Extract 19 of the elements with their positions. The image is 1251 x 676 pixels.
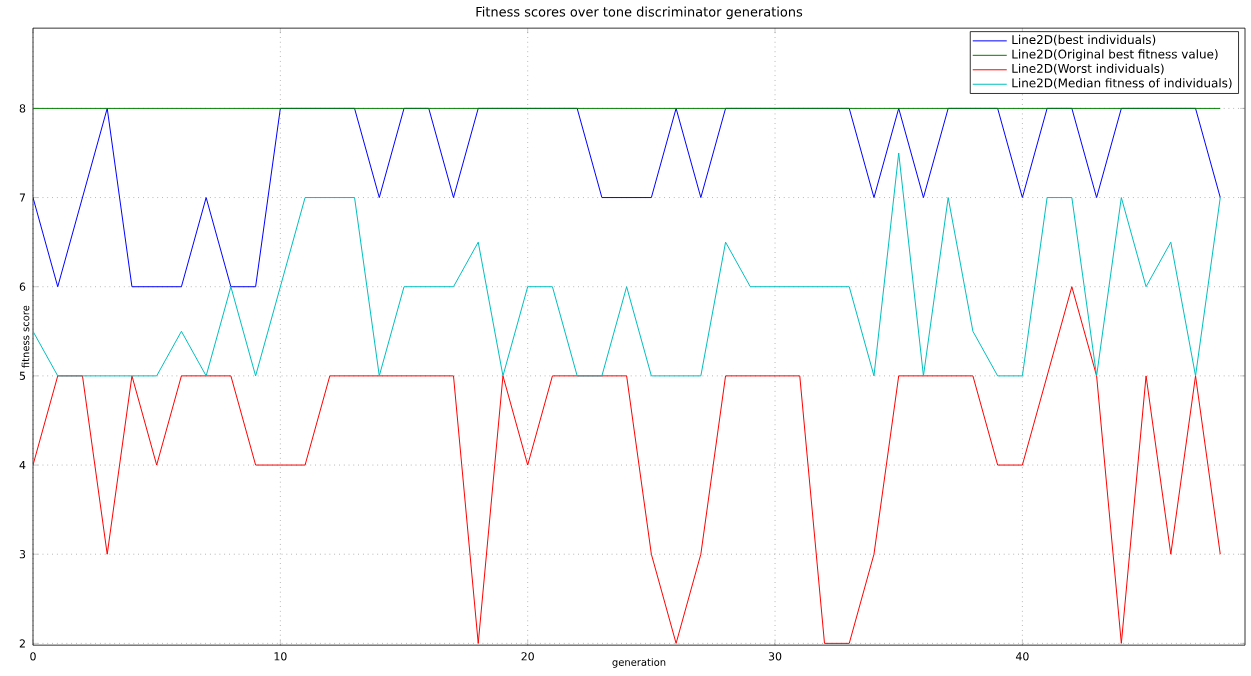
- y-axis-title: fitness score: [21, 305, 30, 368]
- y-tick-label: 5: [19, 371, 26, 380]
- y-tick-label: 4: [19, 460, 26, 469]
- y-tick-label: 8: [19, 104, 26, 113]
- x-tick-label: 0: [30, 652, 36, 661]
- legend-label: Line2D(Median fitness of individuals): [1012, 78, 1232, 89]
- y-tick-label: 7: [19, 193, 26, 202]
- chart-title: Fitness scores over tone discriminator generations: [476, 6, 803, 20]
- y-tick-label: 6: [19, 282, 26, 291]
- legend-label: Line2D(Worst individuals): [1012, 63, 1164, 75]
- y-tick-label: 2: [19, 639, 25, 648]
- x-tick-label: 30: [768, 652, 782, 661]
- y-tick-label: 3: [19, 549, 26, 559]
- x-tick-label: 20: [521, 652, 534, 661]
- x-tick-label: 40: [1015, 652, 1029, 661]
- legend-label: Line2D(best individuals): [1012, 34, 1156, 46]
- x-tick-label: 10: [274, 652, 287, 661]
- legend-label: Line2D(Original best fitness value): [1012, 49, 1218, 61]
- x-axis-title: generation: [612, 658, 666, 668]
